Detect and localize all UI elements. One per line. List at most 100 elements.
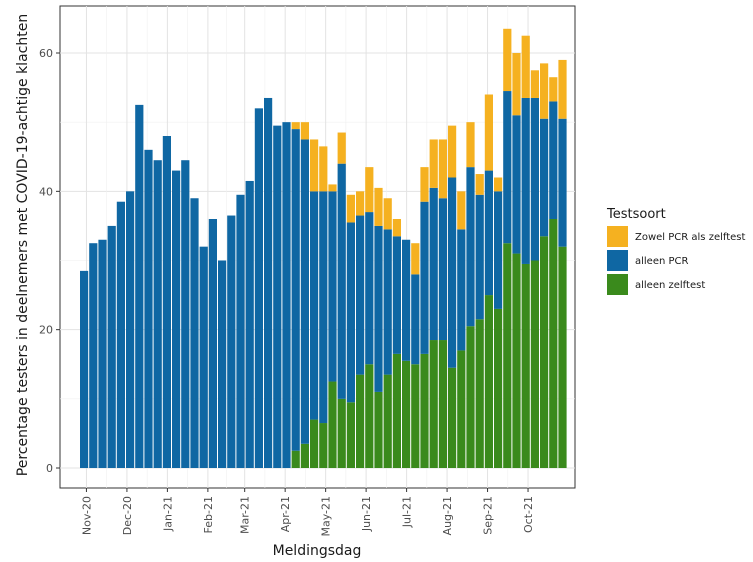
bar-zowel-pcr-als-zelftest <box>365 167 374 213</box>
bar-alleen-pcr <box>254 108 263 468</box>
bar-alleen-pcr <box>540 118 549 237</box>
bar-alleen-zelftest <box>438 340 447 468</box>
bar-alleen-pcr <box>558 118 567 247</box>
bar-zowel-pcr-als-zelftest <box>558 59 567 119</box>
bar-alleen-zelftest <box>346 402 355 468</box>
bar-alleen-pcr <box>328 191 337 382</box>
bar-alleen-pcr <box>208 219 217 468</box>
bar-alleen-pcr <box>116 201 125 468</box>
bar-zowel-pcr-als-zelftest <box>484 94 493 171</box>
x-tick-label: Jul-21 <box>401 496 414 528</box>
bar-alleen-pcr <box>236 194 245 469</box>
bar-alleen-pcr <box>392 236 401 354</box>
bar-alleen-pcr <box>190 198 199 468</box>
bar-alleen-pcr <box>503 91 512 244</box>
bar-zowel-pcr-als-zelftest <box>466 122 475 168</box>
y-tick-label: 20 <box>39 324 53 337</box>
bar-alleen-pcr <box>181 160 190 468</box>
bar-alleen-zelftest <box>530 260 539 468</box>
bar-alleen-zelftest <box>402 360 411 468</box>
bar-alleen-pcr <box>484 170 493 296</box>
y-tick-label: 0 <box>46 462 53 475</box>
bar-alleen-pcr <box>218 260 227 468</box>
bar-alleen-zelftest <box>484 295 493 468</box>
legend: Testsoort Zowel PCR als zelftest alleen P… <box>606 207 745 295</box>
bar-alleen-pcr <box>98 239 107 468</box>
bar-zowel-pcr-als-zelftest <box>420 167 429 202</box>
bar-alleen-zelftest <box>512 253 521 468</box>
x-tick-label: Mar-21 <box>239 496 252 534</box>
bar-alleen-zelftest <box>558 246 567 468</box>
x-tick-label: Sep-21 <box>482 496 495 535</box>
bar-zowel-pcr-als-zelftest <box>549 77 558 102</box>
bar-alleen-zelftest <box>291 450 300 468</box>
bar-alleen-zelftest <box>300 443 309 468</box>
bar-alleen-pcr <box>356 215 365 375</box>
bar-alleen-pcr <box>374 225 383 392</box>
bar-alleen-zelftest <box>494 308 503 468</box>
bars <box>80 28 567 469</box>
bar-zowel-pcr-als-zelftest <box>438 139 447 199</box>
x-tick-label: Dec-20 <box>121 496 134 535</box>
bar-alleen-zelftest <box>319 423 328 468</box>
legend-label: alleen zelftest <box>635 280 705 291</box>
legend-swatch <box>607 274 628 295</box>
bar-zowel-pcr-als-zelftest <box>291 122 300 130</box>
bar-alleen-pcr <box>310 191 319 420</box>
bar-zowel-pcr-als-zelftest <box>374 187 383 226</box>
bar-alleen-pcr <box>144 149 153 468</box>
x-tick-label: Feb-21 <box>202 496 215 533</box>
bar-alleen-zelftest <box>503 243 512 468</box>
bar-alleen-zelftest <box>466 326 475 468</box>
bar-zowel-pcr-als-zelftest <box>392 219 401 237</box>
bar-alleen-zelftest <box>337 398 346 468</box>
x-tick-label: Apr-21 <box>279 496 292 532</box>
bar-zowel-pcr-als-zelftest <box>300 122 309 140</box>
bar-zowel-pcr-als-zelftest <box>310 139 319 192</box>
bar-alleen-zelftest <box>310 419 319 468</box>
y-axis: 0 20 40 60 <box>39 47 60 475</box>
bar-alleen-pcr <box>172 170 181 468</box>
bar-alleen-pcr <box>411 274 420 365</box>
bar-alleen-zelftest <box>475 319 484 468</box>
y-tick-label: 60 <box>39 47 53 60</box>
bar-zowel-pcr-als-zelftest <box>346 194 355 223</box>
bar-alleen-pcr <box>107 225 116 468</box>
bar-alleen-pcr <box>365 212 374 365</box>
bar-alleen-zelftest <box>411 364 420 468</box>
bar-alleen-zelftest <box>457 350 466 468</box>
bar-alleen-pcr <box>457 229 466 351</box>
bar-zowel-pcr-als-zelftest <box>356 191 365 216</box>
bar-alleen-zelftest <box>328 381 337 468</box>
bar-alleen-pcr <box>291 129 300 451</box>
y-tick-label: 40 <box>39 185 53 198</box>
bar-alleen-pcr <box>89 243 98 468</box>
bar-alleen-pcr <box>227 215 236 468</box>
bar-zowel-pcr-als-zelftest <box>475 174 484 195</box>
bar-zowel-pcr-als-zelftest <box>512 53 521 116</box>
bar-zowel-pcr-als-zelftest <box>448 125 457 178</box>
x-axis: Nov-20 Dec-20 Jan-21 Feb-21 Mar-21 Apr-21 May-… <box>80 488 535 537</box>
bar-alleen-pcr <box>530 97 539 261</box>
bar-alleen-pcr <box>153 160 162 468</box>
bar-zowel-pcr-als-zelftest <box>494 177 503 192</box>
bar-alleen-zelftest <box>356 374 365 469</box>
bar-zowel-pcr-als-zelftest <box>457 191 466 230</box>
legend-swatch <box>607 226 628 247</box>
x-tick-label: Oct-21 <box>522 496 535 533</box>
bar-alleen-zelftest <box>383 374 392 469</box>
legend-title: Testsoort <box>606 207 666 222</box>
bar-alleen-pcr <box>282 122 291 469</box>
bar-alleen-pcr <box>337 163 346 399</box>
bar-alleen-zelftest <box>549 219 558 468</box>
bar-zowel-pcr-als-zelftest <box>411 243 420 275</box>
bar-alleen-pcr <box>475 194 484 320</box>
bar-alleen-pcr <box>264 97 273 469</box>
bar-alleen-pcr <box>319 191 328 424</box>
bar-alleen-pcr <box>346 222 355 403</box>
bar-alleen-pcr <box>512 115 521 254</box>
bar-zowel-pcr-als-zelftest <box>530 70 539 98</box>
bar-alleen-zelftest <box>392 353 401 469</box>
bar-alleen-pcr <box>199 246 208 468</box>
